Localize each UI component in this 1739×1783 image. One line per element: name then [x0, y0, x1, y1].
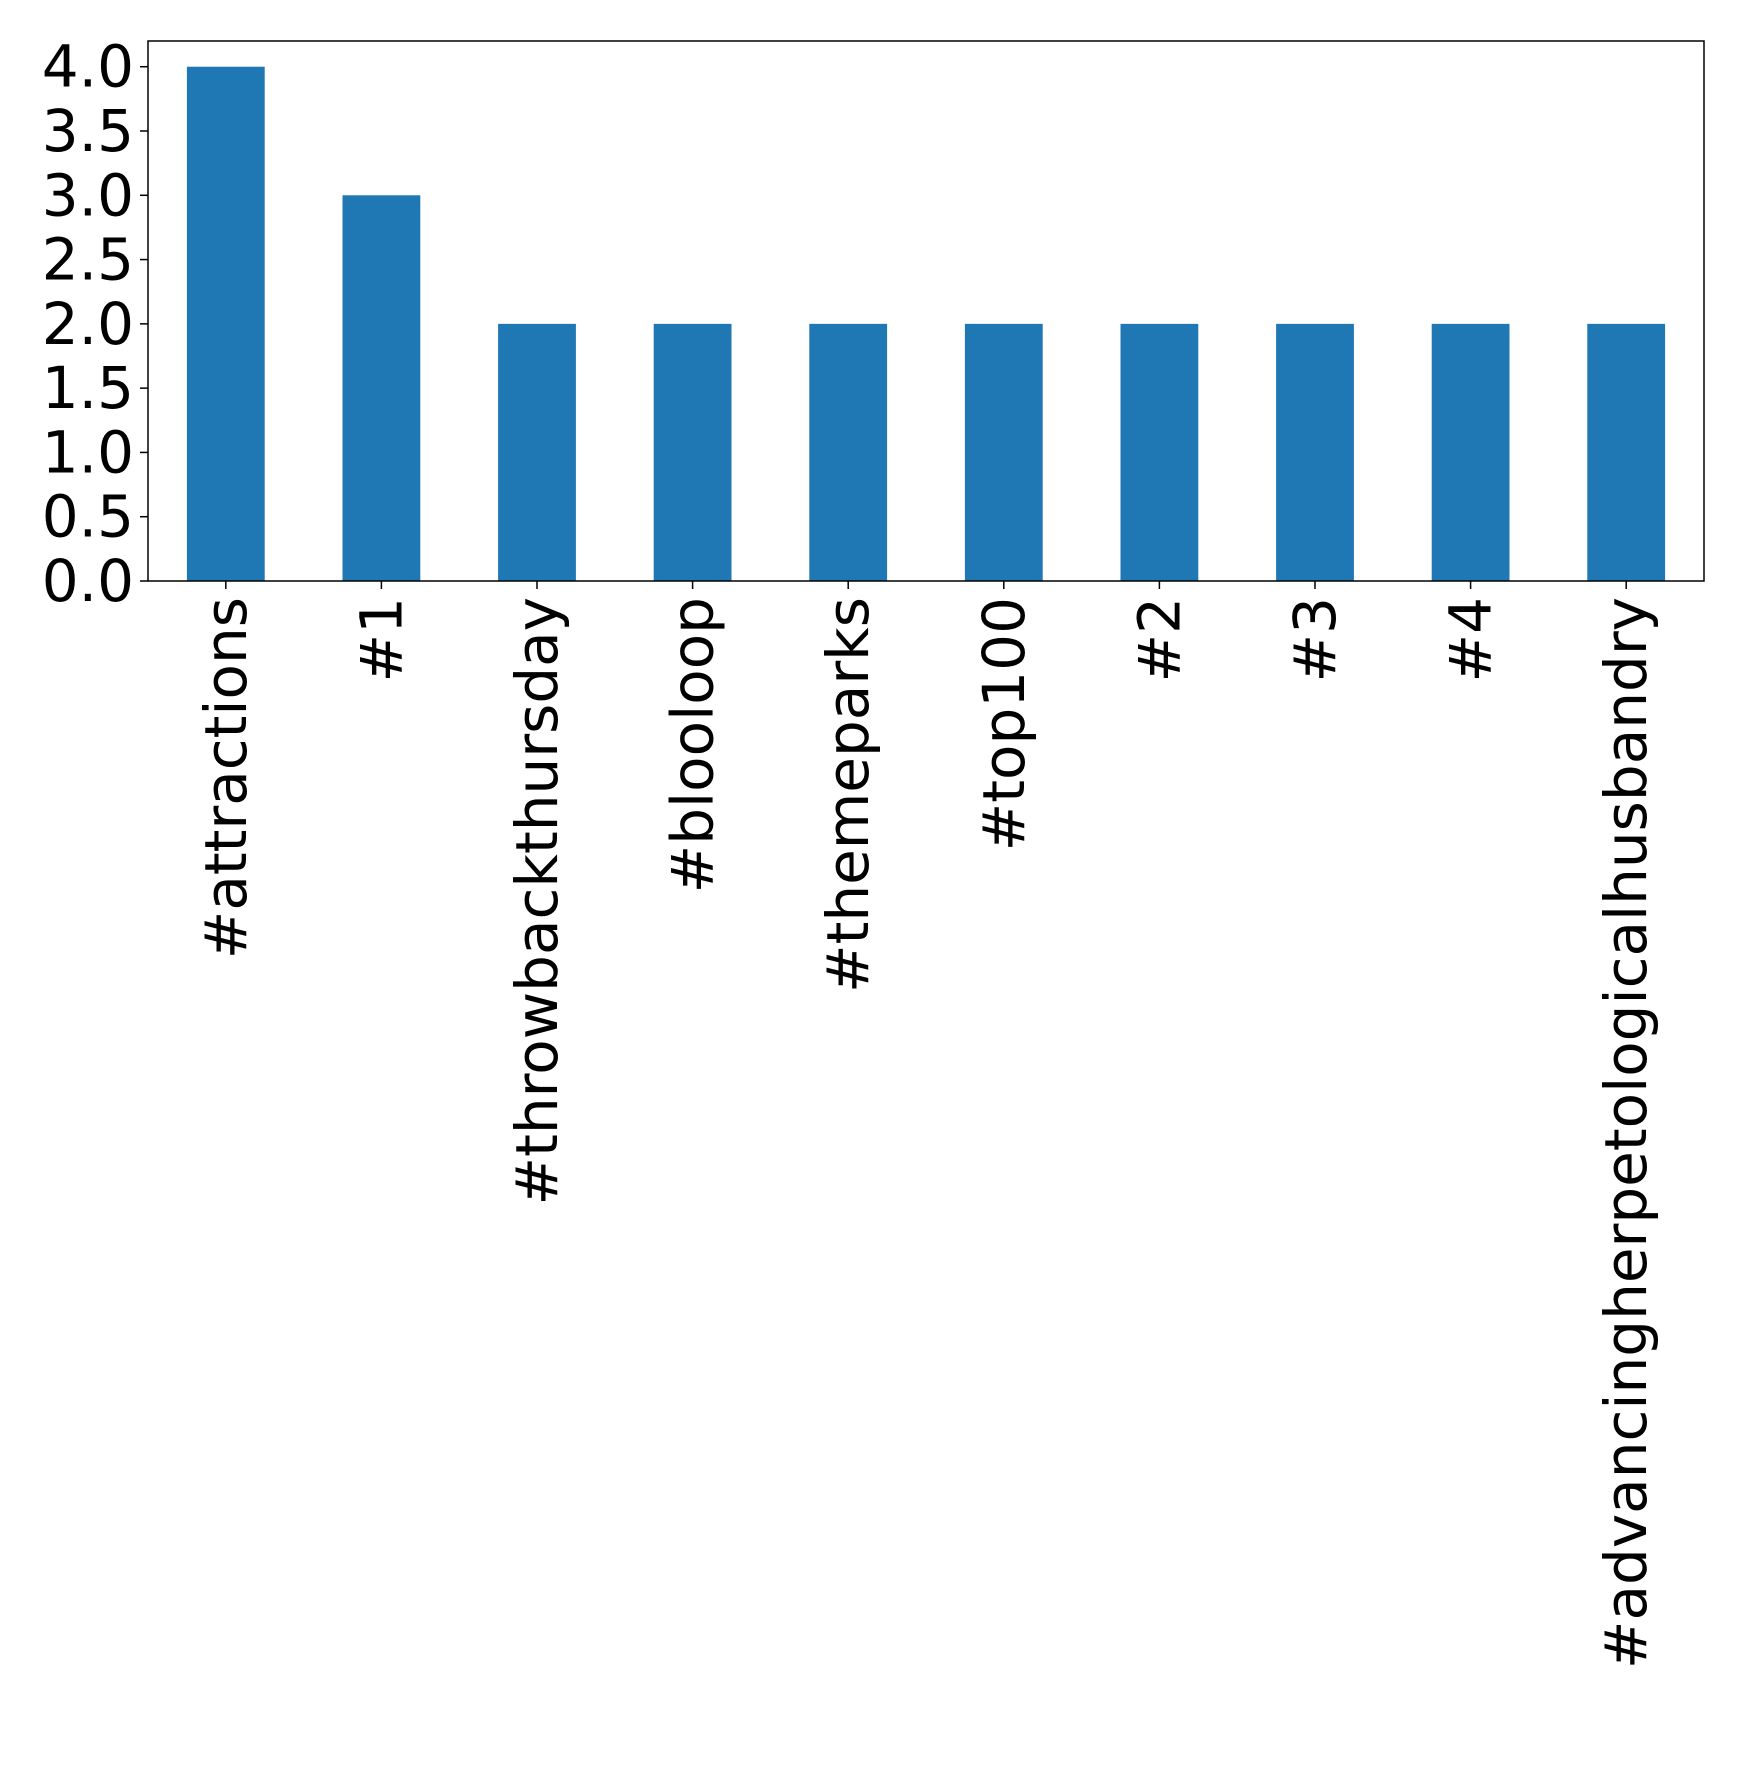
y-tick-label: 3.0	[42, 161, 134, 229]
plot-frame	[147, 40, 1705, 582]
x-tick-label: #advancingherpetologicalhusbandry	[1592, 597, 1660, 1669]
x-tick-label: #themeparks	[814, 597, 882, 993]
x-tick-label: #1	[347, 597, 415, 683]
bar-0	[186, 66, 265, 581]
x-tick-label: #4	[1437, 597, 1505, 683]
x-tick-label: #top100	[970, 597, 1038, 851]
bar-1	[342, 195, 421, 582]
bar-7	[1276, 323, 1354, 581]
y-tick-label: 3.5	[42, 97, 134, 165]
bar-6	[1120, 323, 1199, 581]
bar-4	[809, 323, 888, 581]
y-tick-label: 4.0	[42, 33, 134, 101]
bar-3	[653, 323, 732, 581]
x-axis: #attractions #1 #throwbackthursday #blooloo…	[192, 581, 1660, 1669]
y-tick-label: 0.5	[42, 483, 134, 551]
y-tick-label: 2.5	[42, 226, 134, 294]
x-tick-label: #3	[1281, 597, 1349, 683]
x-tick-label: #blooloop	[659, 597, 727, 893]
bars-group	[186, 66, 1666, 582]
bar-2	[498, 323, 576, 581]
bar-5	[964, 323, 1043, 581]
x-tick-label: #throwbackthursday	[503, 597, 571, 1205]
y-tick-label: 2.0	[42, 290, 134, 358]
x-tick-label: #2	[1125, 597, 1193, 683]
y-axis: 0.00.51.01.52.02.53.03.54.0	[42, 33, 148, 615]
y-tick-label: 0.0	[42, 547, 134, 615]
bar-8	[1431, 323, 1510, 581]
y-tick-label: 1.5	[42, 354, 134, 422]
x-tick-label: #attractions	[192, 597, 260, 959]
y-tick-label: 1.0	[42, 418, 134, 486]
bar-9	[1587, 323, 1666, 581]
